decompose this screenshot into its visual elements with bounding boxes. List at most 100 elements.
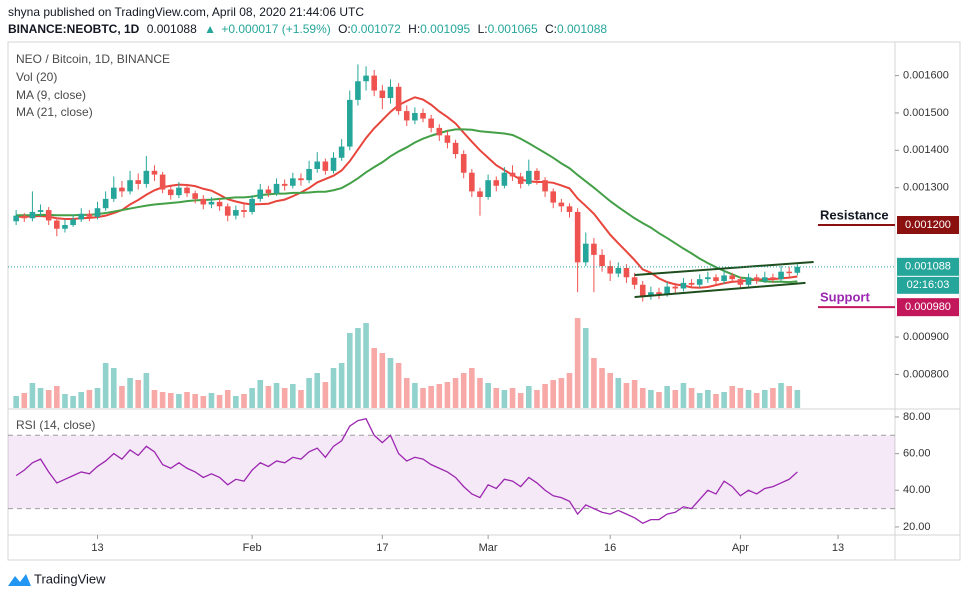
- candle-body: [176, 187, 182, 196]
- volume-bar: [444, 382, 451, 408]
- candle-body: [338, 146, 345, 158]
- volume-bar: [460, 373, 467, 408]
- volume-bar: [534, 390, 540, 408]
- candle-body: [452, 142, 459, 155]
- candle-body: [477, 191, 483, 197]
- volume-bar: [778, 383, 784, 408]
- volume-bar: [119, 386, 125, 408]
- candle-body: [428, 118, 434, 128]
- candle-body: [346, 99, 353, 147]
- volume-bar: [29, 383, 36, 408]
- candle-body: [233, 210, 239, 216]
- candle-body: [208, 201, 215, 205]
- last-price-label: 0.001088: [905, 261, 951, 273]
- x-tick-label: Apr: [732, 542, 749, 554]
- volume-bar: [582, 328, 589, 408]
- volume-bar: [656, 392, 662, 408]
- volume-bar: [290, 384, 296, 408]
- volume-bar: [200, 396, 207, 408]
- candle-body: [224, 206, 231, 216]
- candle-body: [110, 187, 117, 199]
- volume-bar: [314, 373, 321, 408]
- candle-body: [314, 161, 321, 169]
- volume-bar: [607, 373, 613, 408]
- volume-bar: [135, 380, 142, 408]
- symbol: BINANCE:NEOBTC, 1D: [8, 22, 140, 36]
- volume-bar: [167, 393, 174, 408]
- volume-bar: [192, 394, 198, 408]
- ohlc-label: C:: [545, 22, 557, 36]
- candle-body: [78, 213, 85, 220]
- volume-bar: [729, 386, 736, 408]
- candle-body: [298, 178, 304, 181]
- volume-bar: [78, 392, 85, 408]
- level-label: 0.001200: [905, 219, 951, 231]
- candle-body: [591, 243, 597, 255]
- y-tick-label: 0.000800: [903, 368, 949, 380]
- volume-bar: [745, 390, 752, 408]
- candle-body: [615, 267, 622, 274]
- volume-bar: [395, 363, 402, 408]
- volume-bar: [257, 380, 264, 408]
- volume-bar: [233, 396, 239, 408]
- candle-body: [249, 198, 255, 212]
- level-box: [897, 216, 959, 234]
- volume-bar: [639, 388, 646, 408]
- volume-bar: [501, 390, 508, 408]
- candle-body: [102, 198, 109, 209]
- candle-body: [493, 180, 500, 186]
- candle-body: [770, 277, 776, 280]
- y-tick-label: 0.001300: [903, 182, 949, 194]
- volume-bar: [542, 384, 548, 408]
- candle-body: [37, 210, 44, 212]
- candle-body: [119, 187, 125, 192]
- volume-bar: [452, 378, 459, 408]
- volume-bar: [550, 380, 557, 408]
- last-price-box: [897, 257, 959, 276]
- volume-bar: [159, 392, 166, 408]
- candle-body: [599, 254, 605, 267]
- volume-bar: [371, 348, 377, 408]
- candle-body: [290, 178, 296, 186]
- y-tick-label: 0.001600: [903, 70, 949, 82]
- volume-bar: [761, 390, 768, 408]
- candle-body: [412, 112, 418, 121]
- candle-body: [794, 266, 801, 273]
- volume-bar: [249, 388, 255, 408]
- volume-bar: [631, 380, 638, 408]
- volume-bar: [184, 392, 190, 408]
- candle-body: [135, 180, 142, 184]
- candle-body: [387, 86, 394, 99]
- volume-bar: [127, 378, 133, 408]
- volume-bar: [176, 394, 182, 408]
- candle-body: [444, 135, 451, 143]
- volume-bar: [37, 388, 44, 408]
- volume-bar: [664, 386, 670, 408]
- candle-body: [582, 243, 589, 263]
- rsi-tick-label: 60.00: [903, 448, 931, 460]
- ohlc-value: 0.001065: [488, 22, 538, 36]
- volume-bar: [346, 333, 353, 408]
- volume-bar: [721, 392, 727, 408]
- rsi-tick-label: 40.00: [903, 484, 931, 496]
- candle-body: [306, 168, 312, 181]
- volume-bar: [713, 394, 719, 408]
- change: +0.000017 (+1.59%): [221, 22, 330, 36]
- candle-body: [680, 282, 687, 289]
- ohlc-value: 0.001095: [420, 22, 470, 36]
- candle-body: [672, 286, 679, 289]
- candle-body: [127, 180, 133, 192]
- rsi-band: [8, 435, 895, 509]
- x-tick-label: 13: [832, 542, 844, 554]
- volume-bar: [786, 386, 793, 408]
- volume-bar: [526, 386, 532, 408]
- x-tick-label: Feb: [243, 542, 262, 554]
- candle-body: [29, 211, 36, 219]
- candle-body: [21, 215, 28, 219]
- level-name: Support: [820, 290, 870, 305]
- volume-bar: [770, 388, 776, 408]
- y-tick-label: 0.001400: [903, 144, 949, 156]
- byline: shyna published on TradingView.com, Apri…: [8, 5, 364, 19]
- arrow: ▲: [204, 22, 216, 36]
- volume-bar: [696, 393, 703, 408]
